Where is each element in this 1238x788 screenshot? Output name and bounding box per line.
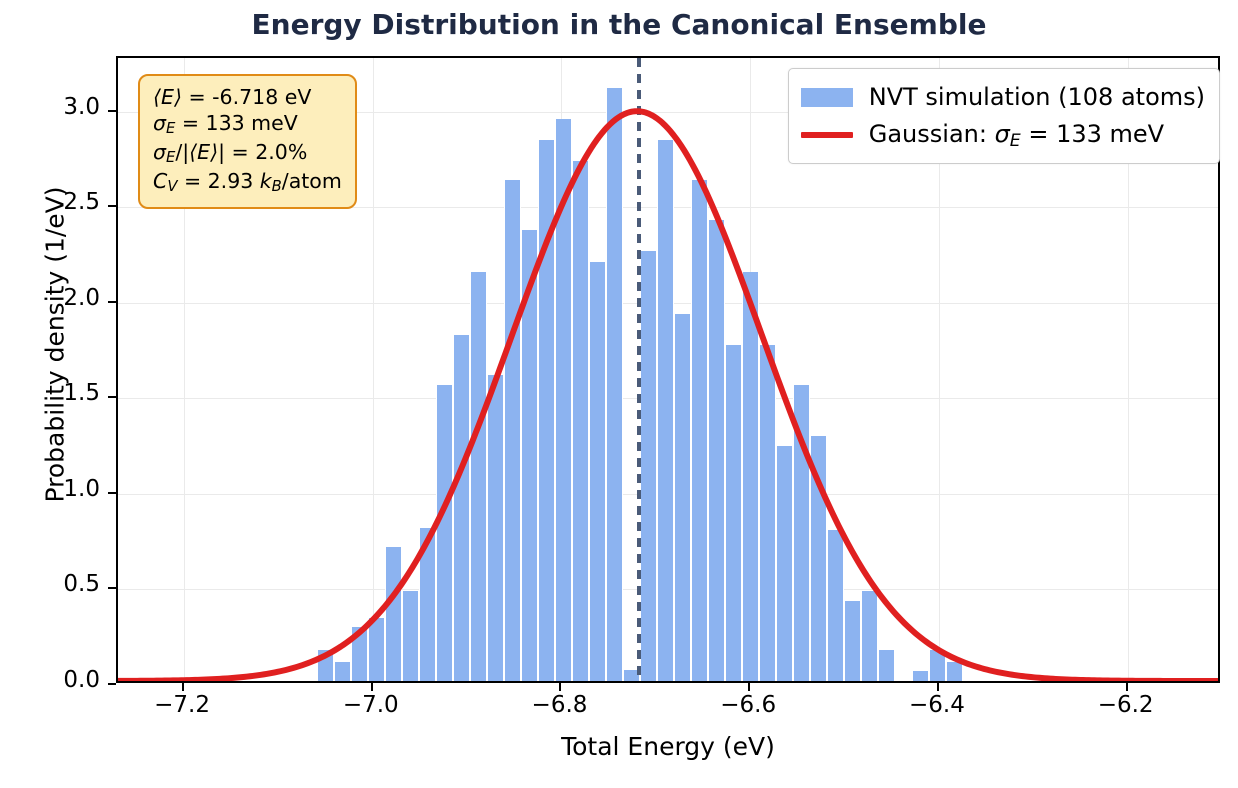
histogram-bar [368, 617, 386, 681]
histogram-bar [469, 271, 487, 681]
stat-line-heat-capacity: CV = 2.93 kB/atom [153, 169, 342, 196]
histogram-bar [911, 671, 929, 681]
gridline-vertical [1127, 58, 1129, 681]
histogram-bar [860, 591, 878, 681]
x-tick-mark [1125, 683, 1128, 691]
x-tick-mark [370, 683, 373, 691]
x-tick-label: −6.2 [1097, 692, 1154, 718]
histogram-bar [520, 229, 538, 681]
x-tick-mark [748, 683, 751, 691]
y-tick-mark [108, 396, 116, 399]
histogram-bar [385, 547, 403, 681]
legend-item-gaussian: Gaussian: σE = 133 meV [800, 116, 1205, 154]
histogram-bar [758, 344, 776, 681]
histogram-bar [843, 600, 861, 681]
legend: NVT simulation (108 atoms) Gaussian: σE … [787, 68, 1220, 164]
y-tick-label: 2.5 [63, 189, 100, 216]
x-tick-label: −6.4 [908, 692, 965, 718]
gridline-vertical [938, 58, 940, 681]
legend-item-nvt: NVT simulation (108 atoms) [800, 78, 1205, 116]
histogram-bar [656, 140, 674, 681]
legend-patch-icon [800, 87, 853, 107]
histogram-bar [928, 650, 946, 681]
histogram-bar [724, 344, 742, 681]
histogram-bar [588, 262, 606, 681]
y-tick-mark [108, 205, 116, 208]
x-axis-label: Total Energy (eV) [561, 732, 775, 761]
histogram-bar [571, 161, 589, 681]
stat-line-mean-energy: ⟨E⟩ = -6.718 eV [153, 85, 312, 109]
y-tick-mark [108, 300, 116, 303]
histogram-bar [690, 180, 708, 681]
page-title: Energy Distribution in the Canonical Ens… [251, 8, 987, 41]
legend-label-gaussian: Gaussian: σE = 133 meV [868, 119, 1165, 151]
y-tick-label: 2.0 [63, 284, 100, 311]
histogram-bar [707, 220, 725, 681]
histogram-bar [775, 445, 793, 681]
histogram-bar [486, 375, 504, 681]
histogram-bar [452, 335, 470, 681]
x-tick-label: −7.2 [154, 692, 210, 718]
histogram-bar [741, 271, 759, 681]
statistics-annotation-box: ⟨E⟩ = -6.718 eV σE = 133 meV σE/|⟨E⟩| = … [138, 74, 357, 209]
histogram-bar [435, 384, 453, 681]
histogram-bar [673, 313, 691, 681]
stat-line-sigma: σE = 133 meV [153, 111, 298, 138]
x-tick-label: −7.0 [342, 692, 399, 718]
y-tick-label: 3.0 [63, 93, 100, 120]
y-tick-label: 1.0 [63, 475, 100, 502]
gridline-horizontal [118, 111, 1218, 113]
x-tick-label: −6.6 [720, 692, 777, 718]
legend-line-icon [800, 132, 853, 138]
histogram-bar [877, 650, 895, 681]
legend-label-nvt: NVT simulation (108 atoms) [868, 83, 1205, 111]
y-tick-label: 0.5 [63, 571, 100, 598]
x-tick-label: −6.8 [531, 692, 588, 718]
y-tick-mark [108, 491, 116, 494]
histogram-bar [402, 591, 419, 681]
gridline-vertical [372, 58, 374, 681]
y-axis-label: Probability density (1/eV) [40, 186, 70, 503]
x-tick-mark [182, 683, 185, 691]
mean-energy-dashed-line [636, 58, 641, 681]
histogram-bar [351, 627, 369, 681]
y-tick-mark [108, 683, 116, 685]
y-tick-mark [108, 109, 116, 112]
histogram-bar [537, 140, 555, 681]
x-tick-mark [559, 683, 562, 691]
gridline-vertical [184, 58, 186, 681]
y-tick-mark [108, 587, 116, 590]
histogram-bar [419, 528, 436, 681]
histogram-bar [605, 88, 623, 681]
stat-line-relative-fluctuation: σE/|⟨E⟩| = 2.0% [153, 140, 308, 167]
y-tick-label: 0.0 [63, 667, 100, 693]
histogram-bar [945, 661, 963, 681]
histogram-bar [554, 119, 572, 681]
histogram-bar [503, 180, 521, 681]
histogram-bar [826, 530, 844, 681]
gaussian-fit-curve [118, 108, 1218, 681]
y-tick-label: 1.5 [63, 380, 100, 407]
histogram-bar [334, 661, 352, 681]
x-tick-mark [936, 683, 939, 691]
